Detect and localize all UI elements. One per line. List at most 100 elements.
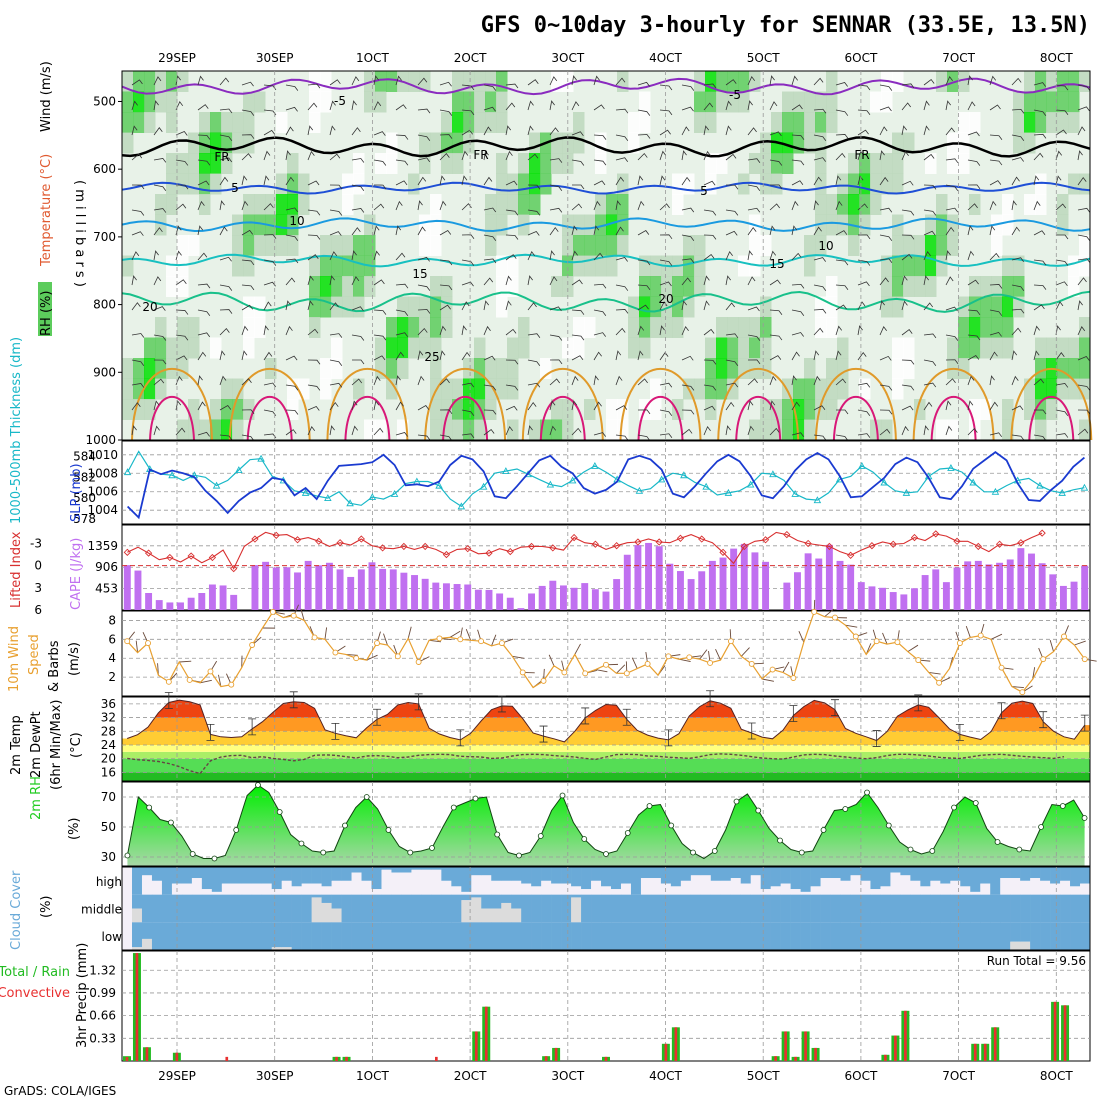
rh-shade-cell bbox=[903, 337, 915, 359]
cloud-cell-low bbox=[611, 922, 622, 950]
rh-shade-cell bbox=[573, 235, 585, 256]
rh-shade-cell bbox=[914, 235, 926, 256]
cloud-cell-high bbox=[281, 867, 292, 881]
wind-barb bbox=[527, 401, 537, 411]
cloud-gap-high bbox=[531, 886, 542, 895]
wind-barb bbox=[219, 350, 226, 361]
wind-barb bbox=[219, 404, 232, 411]
rh-shade-cell bbox=[639, 276, 651, 297]
rh-shade-cell bbox=[760, 153, 772, 174]
wind-barb bbox=[857, 301, 866, 311]
wind-barb bbox=[769, 184, 783, 190]
wind-barb bbox=[417, 327, 428, 336]
precip-run-total: Run Total = 9.56 bbox=[987, 954, 1086, 968]
wind-barb bbox=[351, 158, 365, 163]
wind-speed-point bbox=[436, 635, 443, 642]
wind-barb bbox=[483, 176, 493, 186]
rh-shade-cell bbox=[1079, 378, 1091, 400]
rh-shade-cell bbox=[177, 173, 189, 195]
lifted-index-point bbox=[230, 564, 238, 573]
precip-convective-bar bbox=[983, 1043, 987, 1061]
lifted-index-point bbox=[144, 549, 153, 557]
wind-barb bbox=[813, 77, 824, 86]
wind-barb bbox=[615, 350, 622, 361]
wind-barb bbox=[153, 400, 160, 411]
wind-speed-point bbox=[582, 670, 589, 677]
rh-shade-cell bbox=[705, 91, 717, 113]
cloud-cell-low bbox=[181, 922, 193, 950]
wind-barb bbox=[241, 434, 255, 441]
cloud-cell-middle bbox=[950, 894, 961, 923]
slp-line bbox=[126, 450, 1085, 520]
wind-barb bbox=[659, 109, 673, 116]
rh-shade-cell bbox=[474, 91, 486, 113]
wind-barb bbox=[395, 200, 403, 211]
wind-barb bbox=[901, 125, 907, 136]
date-label-top: 5OCT bbox=[747, 51, 780, 65]
lifted-index-tick-label: 6 bbox=[34, 603, 42, 617]
cloud-cell-middle bbox=[910, 894, 921, 923]
wind-barb bbox=[417, 256, 430, 262]
wind-barb bbox=[1055, 203, 1067, 211]
wind-barb bbox=[1055, 109, 1069, 115]
rh-shade-cell bbox=[573, 337, 585, 359]
wind-barb bbox=[593, 180, 606, 186]
rh-legend-swatch bbox=[38, 282, 52, 336]
wind-speed-point bbox=[311, 634, 318, 641]
wind-barb bbox=[153, 157, 167, 163]
rh-shade-cell bbox=[529, 419, 541, 441]
thickness-tick-label: 580 bbox=[73, 491, 96, 505]
wind-barb bbox=[725, 250, 733, 261]
wind-barb bbox=[263, 259, 277, 266]
wind-barb bbox=[989, 225, 996, 236]
cloud-cell-low bbox=[531, 922, 542, 950]
wind-barb bbox=[813, 200, 819, 211]
wind-barb bbox=[637, 378, 648, 386]
cloud-gap-high bbox=[151, 880, 163, 895]
rh-shade-cell bbox=[1002, 255, 1014, 277]
rh-shade-cell bbox=[144, 378, 156, 400]
surface-wind-barb bbox=[990, 633, 1003, 640]
wind-barb bbox=[769, 375, 777, 386]
rh-shade-cell bbox=[232, 214, 244, 236]
rh-shade-cell bbox=[507, 255, 519, 277]
cape-bar bbox=[1038, 563, 1046, 610]
wind-barb bbox=[351, 184, 365, 192]
rh-shade-cell bbox=[276, 194, 288, 215]
rh-shade-cell bbox=[903, 358, 915, 379]
wind-barb bbox=[329, 79, 341, 86]
wind-barb bbox=[835, 82, 848, 87]
wind-barb bbox=[901, 329, 913, 336]
wind-barb bbox=[1011, 375, 1019, 386]
cape-bar bbox=[730, 548, 738, 610]
rh-shade-cell bbox=[639, 112, 651, 133]
cloud-cell-high bbox=[1060, 867, 1071, 881]
lifted-index-point bbox=[825, 542, 834, 551]
rh-shade-cell bbox=[364, 276, 376, 297]
pressure-tick-label: 900 bbox=[93, 365, 116, 379]
lifted-index-point bbox=[208, 553, 217, 562]
wind-barb bbox=[791, 180, 804, 186]
wind-speed-point bbox=[603, 661, 609, 668]
rh-shade-cell bbox=[419, 71, 431, 92]
wind-barb bbox=[1077, 106, 1090, 112]
temp-minmax-bar bbox=[664, 729, 673, 747]
cloud-gap-high bbox=[521, 883, 532, 895]
rh-shade-cell bbox=[782, 419, 794, 441]
cape-bar bbox=[208, 584, 216, 610]
rh-shade-cell bbox=[958, 153, 970, 174]
cloud-gap-high bbox=[401, 872, 412, 895]
temp-minmax-bar bbox=[414, 693, 423, 711]
cloud-cell-high bbox=[730, 867, 742, 879]
cloud-cell-middle bbox=[481, 894, 492, 909]
thickness-point bbox=[880, 478, 888, 486]
rh-shade-cell bbox=[1079, 173, 1091, 195]
wind-barb bbox=[483, 409, 497, 415]
wind-barb bbox=[153, 306, 166, 311]
cloud-cell-low bbox=[990, 922, 1001, 950]
rh-shade-cell bbox=[177, 419, 189, 441]
cloud-cell-high bbox=[491, 867, 502, 881]
wind-barb bbox=[857, 325, 863, 336]
rh-shade-cell bbox=[386, 378, 398, 400]
cape-bar bbox=[964, 561, 972, 610]
